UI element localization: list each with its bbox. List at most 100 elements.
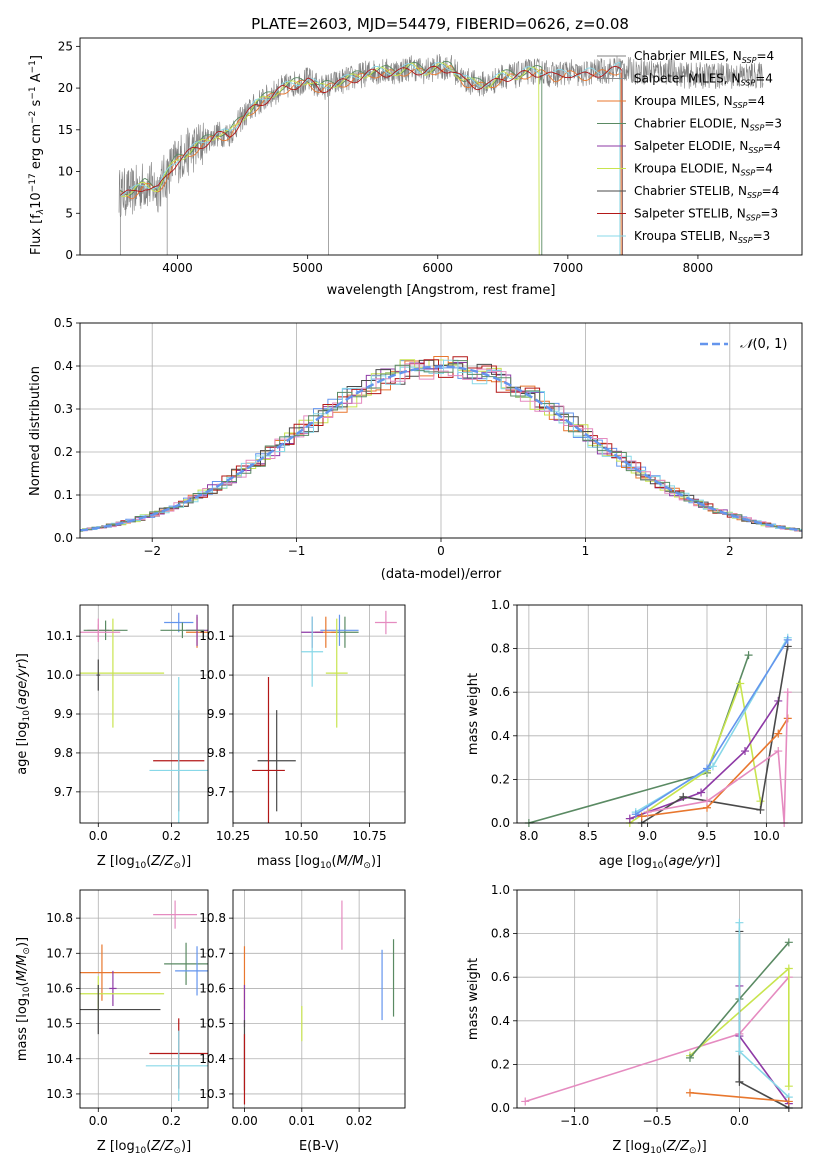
mass-weight-marker <box>643 808 652 817</box>
y-tick-label: 9.9 <box>207 707 226 721</box>
y-tick-label: 10.1 <box>199 629 226 643</box>
mass-weight-marker <box>783 635 792 644</box>
x-tick-label: 5000 <box>292 261 323 275</box>
legend-label: Salpeter STELIB, NSSP=3 <box>634 207 778 223</box>
mass-weight-marker <box>736 679 745 688</box>
y-tick-label: 10.7 <box>46 946 73 960</box>
x-tick-label: 2 <box>726 544 734 558</box>
normal-curve-line <box>80 365 802 532</box>
y-tick-label: 10.4 <box>46 1052 73 1066</box>
y-tick-label: 0.0 <box>491 1101 510 1115</box>
mass-weight-line <box>689 1091 789 1103</box>
legend-label: 𝒩(0, 1) <box>740 337 787 352</box>
y-tick-label: 0.8 <box>491 642 510 656</box>
model-spectrum-line <box>120 65 623 255</box>
x-axis-label: (data-model)/error <box>381 567 502 582</box>
mass-weight-marker <box>784 1082 793 1091</box>
x-tick-label: −2 <box>143 544 161 558</box>
y-tick-label: 10.5 <box>199 1017 226 1031</box>
legend-label: Kroupa STELIB, NSSP=3 <box>634 229 770 245</box>
y-axis-label: mass weight <box>466 958 481 1040</box>
observed-spectrum-line <box>118 53 764 217</box>
axes-frame <box>79 604 209 824</box>
y-tick-label: 0.4 <box>491 1014 510 1028</box>
spectrum-panel: 4000 5000 6000 7000 8000 0 5 10 15 20 25 Chabrier M… <box>28 37 803 298</box>
y-tick-label: 9.8 <box>54 746 73 760</box>
x-axis-label: Z [log10(Z/Z⊙)] <box>612 1139 706 1156</box>
mass-weight-marker <box>756 805 765 814</box>
x-tick-label: 1 <box>582 544 590 558</box>
x-tick-label: 10.75 <box>352 829 386 843</box>
mass-weight-marker <box>631 810 640 819</box>
y-tick-label: 10.1 <box>46 629 73 643</box>
x-tick-label: 8000 <box>683 261 714 275</box>
mass-weight-marker <box>521 1097 530 1106</box>
x-tick-label: −1.0 <box>560 1114 589 1128</box>
mass-weight-marker <box>784 964 793 973</box>
mass-weight-line <box>629 700 779 820</box>
axes-frame <box>516 889 803 1109</box>
axes-frame <box>79 322 803 539</box>
mass-weight-marker <box>784 1097 793 1106</box>
axes-frame <box>232 889 406 1109</box>
y-tick-label: 0 <box>65 248 73 262</box>
y-tick-label: 9.7 <box>54 785 73 799</box>
x-tick-label: 7000 <box>553 261 584 275</box>
legend-label: Salpeter ELODIE, NSSP=4 <box>634 139 781 155</box>
x-tick-label: 0.0 <box>89 829 108 843</box>
y-tick-label: 0.5 <box>54 316 73 330</box>
y-tick-label: 10.0 <box>46 668 73 682</box>
axes-frame <box>79 37 803 256</box>
x-axis-label: Z [log10(Z/Z⊙)] <box>97 854 191 871</box>
y-tick-label: 10.6 <box>46 981 73 995</box>
x-tick-label: 8.0 <box>519 829 538 843</box>
mass-weight-marker <box>703 764 711 773</box>
x-tick-label: 0.2 <box>162 829 181 843</box>
mass-weight-marker <box>741 747 749 756</box>
y-tick-label: 0.3 <box>54 402 73 416</box>
y-tick-label: 10.8 <box>199 911 226 925</box>
y-tick-label: 0.2 <box>54 445 73 459</box>
y-tick-label: 10.6 <box>199 981 226 995</box>
y-axis-label: mass weight <box>466 673 481 755</box>
model-spectrum-line <box>120 60 543 255</box>
x-tick-label: 0.01 <box>288 1114 315 1128</box>
x-tick-label: 10.50 <box>284 829 318 843</box>
y-tick-label: 10.4 <box>199 1052 226 1066</box>
y-tick-label: 20 <box>58 81 73 95</box>
x-tick-label: 0.00 <box>231 1114 258 1128</box>
y-tick-label: 10.7 <box>199 946 226 960</box>
x-tick-label: 0.0 <box>730 1114 749 1128</box>
mass-weight-marker <box>637 812 646 821</box>
axes-frame <box>79 889 209 1109</box>
x-tick-label: 6000 <box>422 261 453 275</box>
legend-label: Salpeter MILES, NSSP=4 <box>634 72 773 88</box>
x-axis-label: wavelength [Angstrom, rest frame] <box>327 283 556 298</box>
model-spectrum-line <box>120 61 621 255</box>
y-tick-label: 0.2 <box>491 1057 510 1071</box>
mass-weight-marker <box>735 918 744 927</box>
y-tick-label: 10.3 <box>199 1087 226 1101</box>
figure-title: PLATE=2603, MJD=54479, FIBERID=0626, z=0… <box>251 15 629 33</box>
y-tick-label: 0.2 <box>491 772 510 786</box>
x-tick-label: −0.5 <box>642 1114 671 1128</box>
x-tick-label: 0.2 <box>162 1114 181 1128</box>
y-tick-label: 0.0 <box>491 816 510 830</box>
mass-weight-line <box>641 717 789 818</box>
y-tick-label: 0.0 <box>54 531 73 545</box>
mass-vs-ebv-panel: 0.00 0.01 0.02 10.3 10.4 10.5 10.6 10.7 10.8 E(B-… <box>199 889 406 1154</box>
y-tick-label: 10.3 <box>46 1087 73 1101</box>
mass-weight-marker <box>697 788 706 797</box>
axes-frame <box>232 604 406 824</box>
x-tick-label: 0 <box>437 544 445 558</box>
x-tick-label: 9.5 <box>697 829 716 843</box>
x-axis-label: E(B-V) <box>299 1139 339 1154</box>
mass-weight-line <box>635 639 789 815</box>
mass-vs-metallicity-panel: 0.0 0.2 10.3 10.4 10.5 10.6 10.7 10.8 Z [log10(Z… <box>15 889 209 1156</box>
mass-weight-marker <box>774 747 783 756</box>
y-tick-label: 0.4 <box>491 729 510 743</box>
y-tick-label: 0.6 <box>491 685 510 699</box>
x-tick-label: 10.0 <box>753 829 780 843</box>
age-vs-metallicity-panel: 0.0 0.2 9.7 9.8 9.9 10.0 10.1 Z [log10(Z/Z⊙)] ag… <box>15 604 209 871</box>
y-tick-label: 1.0 <box>491 598 510 612</box>
